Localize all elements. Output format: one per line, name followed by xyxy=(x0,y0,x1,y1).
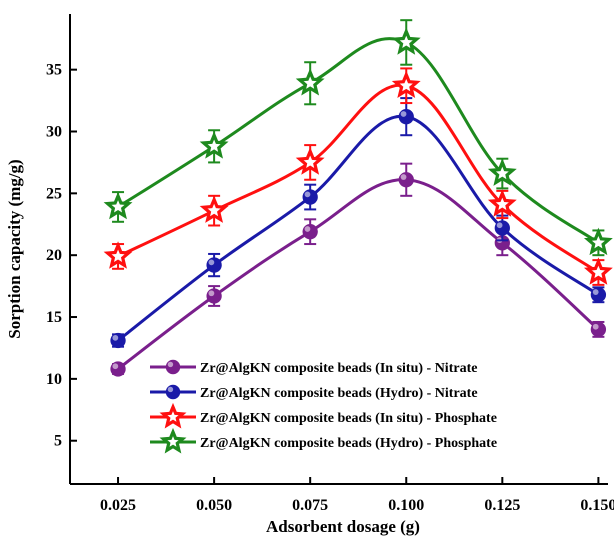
data-point xyxy=(206,257,222,273)
y-tick-label: 20 xyxy=(46,247,62,264)
x-tick-label: 0.025 xyxy=(100,497,136,514)
data-point xyxy=(590,287,607,303)
data-point xyxy=(103,191,133,220)
legend-entry: Zr@AlgKN composite beads (In situ) - Nit… xyxy=(150,359,477,376)
ticks: 5 10 15 20 25 30 35 0.025 0.050 0.075 0.100 0.125 0.… xyxy=(46,62,614,514)
legend-marker xyxy=(159,402,187,429)
legend-marker xyxy=(165,384,181,400)
data-point xyxy=(295,147,325,175)
data-point xyxy=(206,288,222,304)
data-point xyxy=(487,158,517,186)
data-point xyxy=(494,220,510,236)
legend-label: Zr@AlgKN composite beads (In situ) - Pho… xyxy=(200,411,497,426)
x-tick-label: 0.125 xyxy=(484,497,520,514)
series-line xyxy=(117,115,600,342)
data-point xyxy=(398,109,414,125)
data-point xyxy=(487,189,517,217)
legend-label: Zr@AlgKN composite beads (Hydro) - Phosp… xyxy=(200,436,497,451)
x-axis-title: Adsorbent dosage (g) xyxy=(266,517,420,536)
data-point xyxy=(398,172,414,188)
legend: Zr@AlgKN composite beads (In situ) - Nit… xyxy=(150,359,497,454)
series-line xyxy=(117,83,600,274)
x-tick-label: 0.075 xyxy=(292,497,328,514)
series-line xyxy=(117,37,600,245)
y-tick-label: 15 xyxy=(46,309,62,326)
data-point xyxy=(103,241,133,269)
data-point xyxy=(110,332,126,349)
data-point xyxy=(199,131,229,159)
data-point xyxy=(391,70,421,99)
data-point xyxy=(199,195,229,223)
legend-entry: Zr@AlgKN composite beads (Hydro) - Phosp… xyxy=(150,427,497,454)
y-tick-label: 35 xyxy=(46,62,62,79)
series-3 xyxy=(103,67,613,286)
x-tick-label: 0.100 xyxy=(388,497,424,514)
data-point xyxy=(391,27,421,55)
data-point xyxy=(590,321,607,338)
legend-marker xyxy=(159,427,187,454)
data-point xyxy=(110,361,126,377)
data-point xyxy=(295,68,325,96)
legend-label: Zr@AlgKN composite beads (Hydro) - Nitra… xyxy=(200,386,478,401)
axes xyxy=(69,14,608,485)
series-4 xyxy=(103,19,613,257)
plot-area xyxy=(103,19,613,377)
y-tick-label: 5 xyxy=(54,433,62,450)
legend-marker xyxy=(165,359,181,375)
x-tick-label: 0.150 xyxy=(580,497,614,514)
series-line xyxy=(117,178,600,371)
legend-label: Zr@AlgKN composite beads (In situ) - Nit… xyxy=(200,361,477,376)
y-axis-title: Sorption capacity (mg/g) xyxy=(5,159,24,338)
data-point xyxy=(494,235,510,251)
y-tick-label: 10 xyxy=(46,371,62,388)
y-tick-label: 30 xyxy=(46,124,62,141)
x-tick-label: 0.050 xyxy=(196,497,232,514)
legend-entry: Zr@AlgKN composite beads (Hydro) - Nitra… xyxy=(150,384,478,401)
data-point xyxy=(583,257,613,285)
series-1 xyxy=(110,162,607,377)
data-point xyxy=(302,224,318,240)
data-point xyxy=(583,227,613,256)
series-2 xyxy=(110,97,607,349)
data-point xyxy=(302,189,318,205)
legend-entry: Zr@AlgKN composite beads (In situ) - Pho… xyxy=(150,402,497,429)
y-tick-label: 25 xyxy=(46,185,62,202)
